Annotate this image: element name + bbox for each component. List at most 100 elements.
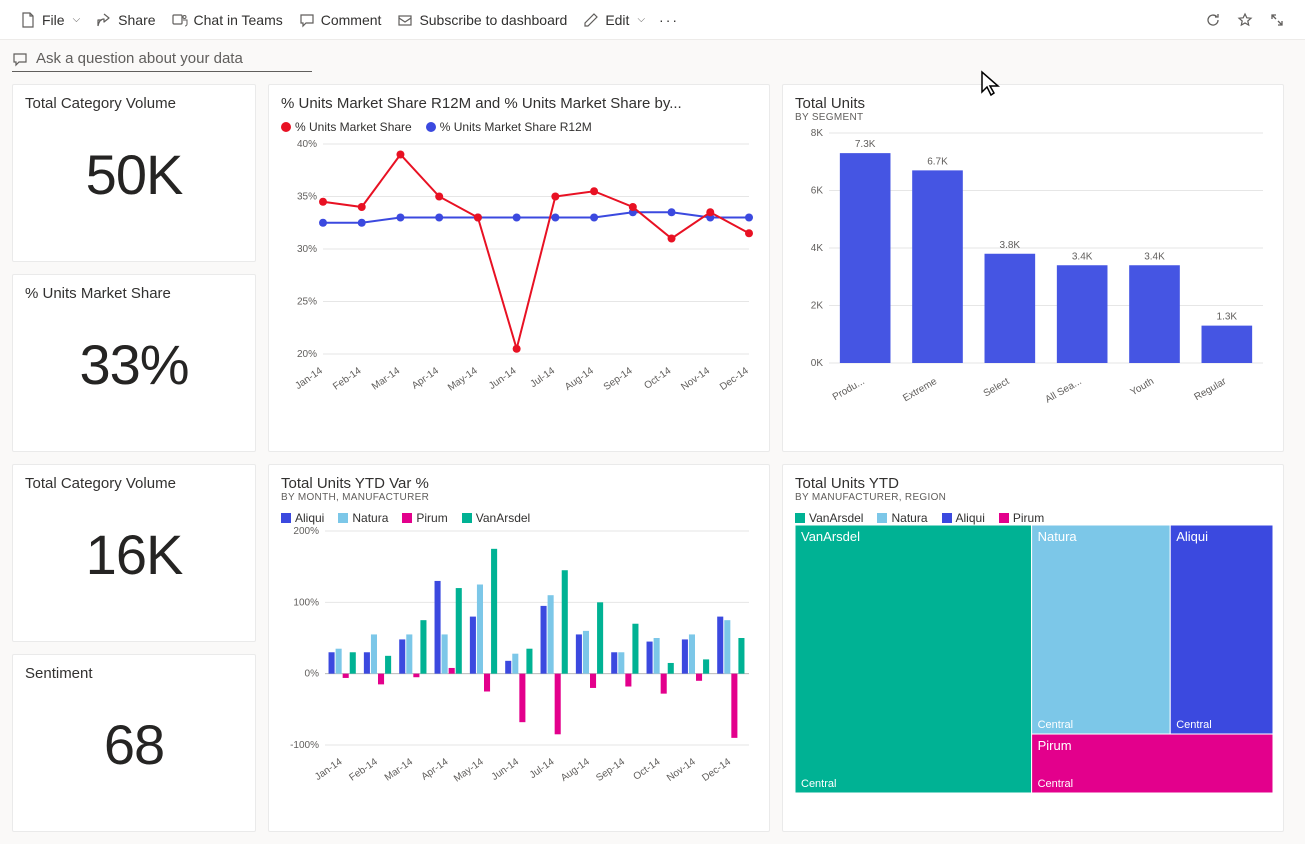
svg-text:Apr-14: Apr-14	[410, 365, 441, 391]
svg-text:Aug-14: Aug-14	[563, 365, 596, 393]
edit-menu[interactable]: Edit ⌵	[575, 4, 653, 36]
expand-icon	[1269, 12, 1285, 28]
subscribe-button[interactable]: Subscribe to dashboard	[389, 4, 575, 36]
subscribe-icon	[397, 12, 413, 28]
svg-text:Sep-14: Sep-14	[594, 756, 627, 784]
legend-label: VanArsdel	[809, 511, 863, 525]
var-ytd-tile[interactable]: Total Units YTD Var % BY MONTH, MANUFACT…	[268, 464, 770, 832]
more-icon: ···	[659, 12, 679, 28]
kpi-total-category-volume-2[interactable]: Total Category Volume 16K	[12, 464, 256, 642]
chart-title: % Units Market Share R12M and % Units Ma…	[281, 95, 757, 112]
kpi-units-market-share[interactable]: % Units Market Share 33%	[12, 274, 256, 452]
favorite-button[interactable]	[1229, 4, 1261, 36]
svg-text:Dec-14: Dec-14	[700, 756, 733, 784]
legend-label: Natura	[352, 511, 388, 525]
chart-subtitle: BY MANUFACTURER, REGION	[795, 492, 1271, 503]
line-market-share-tile[interactable]: % Units Market Share R12M and % Units Ma…	[268, 84, 770, 452]
legend-label: % Units Market Share R12M	[440, 120, 592, 134]
svg-text:Aliqui: Aliqui	[1176, 529, 1208, 544]
chart-title: Total Units YTD Var %	[281, 475, 757, 492]
svg-text:100%: 100%	[293, 597, 319, 608]
svg-text:Sep-14: Sep-14	[602, 365, 635, 393]
svg-text:Feb-14: Feb-14	[347, 756, 380, 783]
comment-label: Comment	[321, 12, 382, 28]
svg-text:Aug-14: Aug-14	[559, 756, 592, 784]
kpi-sentiment[interactable]: Sentiment 68	[12, 654, 256, 832]
svg-text:0%: 0%	[305, 669, 320, 680]
svg-text:25%: 25%	[297, 297, 317, 308]
svg-text:Jun-14: Jun-14	[490, 756, 522, 783]
chart-title: Total Units	[795, 95, 1271, 112]
comment-icon	[12, 51, 28, 67]
file-icon	[20, 12, 36, 28]
chart-legend: VanArsdel Natura Aliqui Pirum	[795, 511, 1271, 525]
teams-icon	[172, 12, 188, 28]
svg-text:Youth: Youth	[1129, 376, 1156, 398]
legend-label: Natura	[891, 511, 927, 525]
chart-subtitle: BY MONTH, MANUFACTURER	[281, 492, 757, 503]
chart-legend: Aliqui Natura Pirum VanArsdel	[281, 511, 757, 525]
chat-teams-button[interactable]: Chat in Teams	[164, 4, 291, 36]
share-label: Share	[118, 12, 155, 28]
chart-subtitle: BY SEGMENT	[795, 112, 1271, 123]
svg-text:Select: Select	[982, 376, 1012, 400]
kpi-value: 16K	[25, 522, 243, 587]
legend-label: Aliqui	[295, 511, 324, 525]
svg-text:Apr-14: Apr-14	[419, 756, 450, 782]
svg-text:30%: 30%	[297, 244, 317, 255]
legend-label: Pirum	[1013, 511, 1044, 525]
edit-icon	[583, 12, 599, 28]
line-chart: 40%35%30%25%20%Jan-14Feb-14Mar-14Apr-14M…	[281, 134, 759, 414]
svg-text:VanArsdel: VanArsdel	[801, 529, 860, 544]
share-icon	[96, 12, 112, 28]
svg-text:Oct-14: Oct-14	[631, 756, 662, 782]
share-button[interactable]: Share	[88, 4, 163, 36]
svg-text:1.3K: 1.3K	[1217, 312, 1238, 323]
svg-text:Jul-14: Jul-14	[528, 365, 557, 390]
svg-text:0K: 0K	[811, 358, 824, 369]
legend-label: VanArsdel	[476, 511, 530, 525]
treemap-ytd-tile[interactable]: Total Units YTD BY MANUFACTURER, REGION …	[782, 464, 1284, 832]
refresh-icon	[1205, 12, 1221, 28]
chat-label: Chat in Teams	[194, 12, 283, 28]
svg-text:Jul-14: Jul-14	[528, 756, 557, 781]
svg-text:4K: 4K	[811, 243, 824, 254]
kpi-title: Total Category Volume	[25, 475, 243, 492]
svg-text:Nov-14: Nov-14	[679, 365, 712, 393]
svg-text:Regular: Regular	[1192, 376, 1228, 403]
svg-text:Jun-14: Jun-14	[487, 365, 519, 392]
svg-text:6K: 6K	[811, 186, 824, 197]
qna-input[interactable]: Ask a question about your data	[12, 50, 312, 72]
subscribe-label: Subscribe to dashboard	[419, 12, 567, 28]
svg-text:May-14: May-14	[446, 365, 480, 393]
svg-text:200%: 200%	[293, 526, 319, 537]
svg-text:Central: Central	[1038, 778, 1073, 790]
kpi-value: 50K	[25, 142, 243, 207]
svg-text:Mar-14: Mar-14	[370, 365, 403, 392]
bar-total-units-tile[interactable]: Total Units BY SEGMENT 8K6K4K2K0K7.3KPro…	[782, 84, 1284, 452]
qna-placeholder: Ask a question about your data	[36, 50, 243, 67]
fullscreen-button[interactable]	[1261, 4, 1293, 36]
file-menu[interactable]: File ⌵	[12, 4, 88, 36]
refresh-button[interactable]	[1197, 4, 1229, 36]
svg-text:2K: 2K	[811, 301, 824, 312]
svg-text:3.4K: 3.4K	[1072, 251, 1093, 262]
svg-text:40%: 40%	[297, 139, 317, 150]
edit-label: Edit	[605, 12, 629, 28]
kpi-total-category-volume[interactable]: Total Category Volume 50K	[12, 84, 256, 262]
dashboard-grid: Total Category Volume 50K % Units Market…	[0, 72, 1305, 844]
kpi-title: Total Category Volume	[25, 95, 243, 112]
svg-text:Nov-14: Nov-14	[665, 756, 698, 784]
bar-chart: 8K6K4K2K0K7.3KProdu...6.7KExtreme3.8KSel…	[795, 123, 1273, 423]
file-label: File	[42, 12, 65, 28]
star-icon	[1237, 12, 1253, 28]
kpi-title: % Units Market Share	[25, 285, 243, 302]
more-menu[interactable]: ···	[653, 4, 685, 36]
clustered-bar-chart: 200%100%0%-100%Jan-14Feb-14Mar-14Apr-14M…	[281, 525, 759, 795]
svg-text:Jan-14: Jan-14	[293, 365, 325, 392]
svg-text:6.7K: 6.7K	[927, 156, 948, 167]
legend-label: Aliqui	[956, 511, 985, 525]
svg-text:-100%: -100%	[290, 740, 319, 751]
chevron-down-icon: ⌵	[73, 14, 81, 25]
comment-button[interactable]: Comment	[291, 4, 390, 36]
